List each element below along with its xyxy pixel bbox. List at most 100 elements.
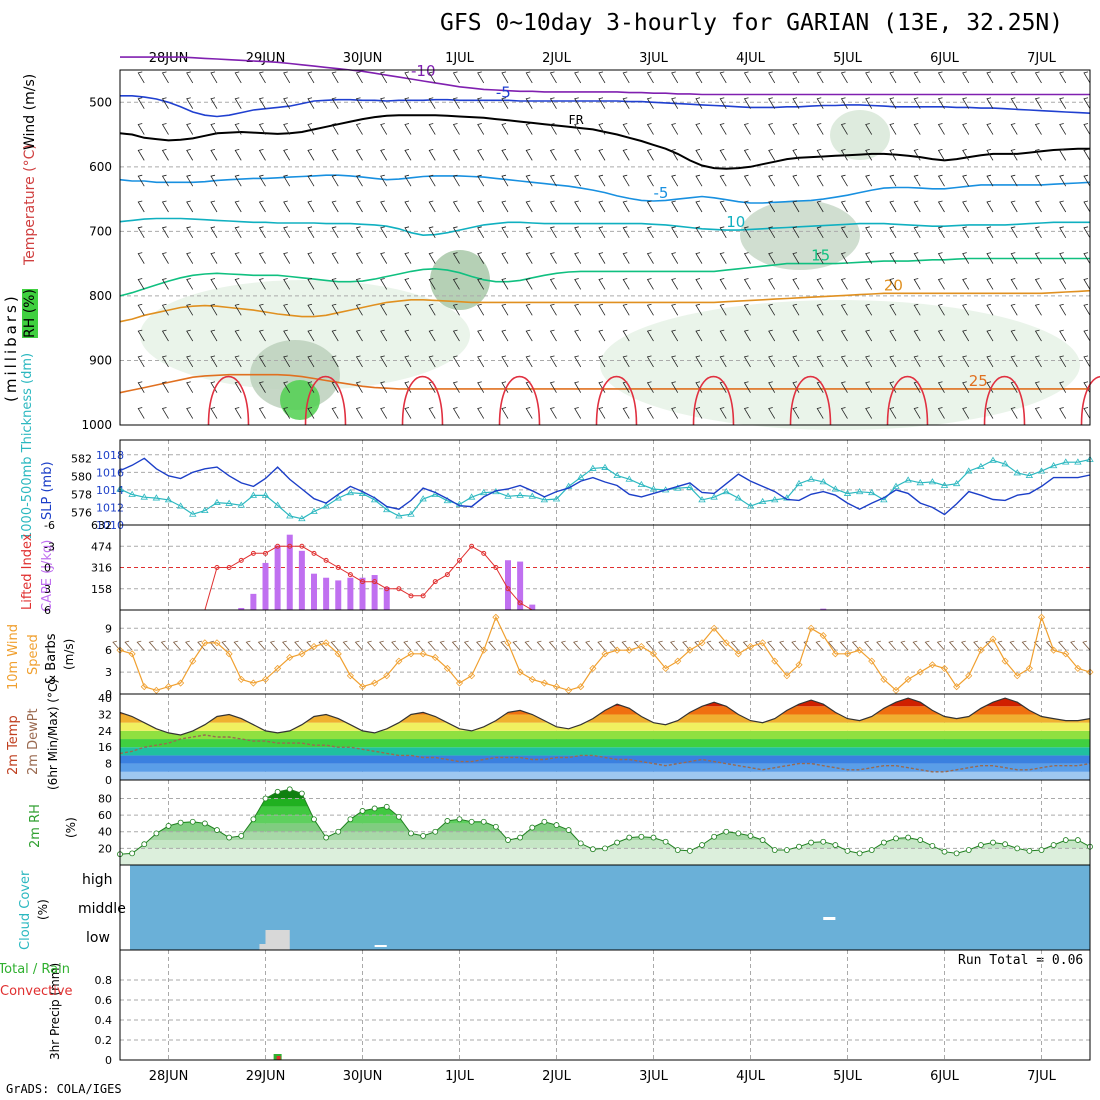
li-marker [481, 550, 487, 556]
upper-wind-barb [743, 278, 751, 290]
upper-wind-barb [792, 278, 800, 290]
upper-wind-barb [840, 278, 848, 290]
upper-wind-barb [646, 174, 654, 187]
li-tick-label: -6 [44, 519, 55, 532]
wind-speed-marker [856, 646, 864, 654]
temp-line [119, 697, 1091, 736]
li-marker [432, 579, 438, 585]
upper-wind-barb [695, 174, 703, 187]
wind-tick-label: 3 [105, 666, 112, 679]
upper-wind-barb [258, 200, 266, 213]
upper-wind-barb [525, 303, 533, 316]
thickness-marker [273, 501, 282, 508]
upper-wind-barb [355, 97, 363, 109]
upper-wind-barb [210, 226, 218, 239]
upper-wind-barb [137, 407, 145, 419]
upper-wind-barb [161, 200, 169, 213]
upper-wind-barb [768, 71, 776, 84]
upper-wind-barb [986, 252, 994, 264]
warm-contour [983, 375, 1026, 426]
thickness-marker [928, 478, 937, 485]
wind-speed-marker [237, 675, 245, 683]
upper-wind-barb [404, 278, 412, 290]
thickness-marker [201, 506, 209, 514]
li-marker [287, 543, 293, 549]
wind-barb [754, 640, 763, 651]
upper-wind-barb [428, 278, 436, 290]
wind-speed-marker [637, 642, 645, 651]
upper-wind-barb [1059, 303, 1067, 316]
upper-wind-barb [816, 407, 824, 419]
date-label-top: 28JUN [149, 51, 189, 66]
wind-barb [900, 640, 909, 651]
li-marker [299, 543, 305, 549]
upper-wind-barb [913, 148, 921, 161]
date-label-top: 4JUL [736, 51, 766, 66]
cape-bar [820, 608, 827, 610]
upper-wind-barb [1034, 148, 1042, 161]
wind-barb [112, 640, 121, 651]
upper-wind-barb [137, 97, 145, 109]
precip-tick-label: 0.2 [95, 1034, 113, 1047]
date-label-bottom: 7JUL [1027, 1069, 1057, 1084]
upper-wind-barb [865, 355, 873, 368]
upper-wind-barb [549, 123, 557, 135]
upper-wind-barb [719, 174, 727, 187]
upper-wind-barb [962, 174, 970, 187]
upper-wind-barb [865, 381, 873, 393]
wind-barb [536, 640, 545, 651]
upper-wind-barb [1034, 407, 1042, 419]
rh-marker [1014, 845, 1021, 852]
cape-bar [347, 577, 354, 610]
wind-speed-marker [807, 624, 815, 632]
wind-speed-marker [722, 639, 730, 647]
upper-wind-barb [404, 329, 412, 342]
upper-wind-barb [962, 97, 970, 109]
rh-marker [238, 832, 245, 839]
upper-wind-barb [161, 303, 169, 316]
upper-wind-barb [186, 381, 194, 393]
cloud-level-low: low [86, 930, 110, 946]
temp-tick-label: 16 [98, 741, 112, 754]
thickness-marker [1013, 469, 1021, 476]
upper-wind-barb [719, 226, 727, 239]
upper-wind-barb [161, 278, 169, 290]
upper-wind-barb [404, 123, 412, 135]
rh-marker [965, 847, 972, 853]
upper-wind-barb [671, 303, 679, 316]
wind-barb [136, 640, 145, 651]
upper-wind-barb [743, 97, 751, 109]
upper-tick-label: 900 [89, 353, 112, 367]
upper-wind-barb [477, 381, 485, 393]
wind-barb [403, 640, 412, 651]
upper-wind-barb [501, 278, 509, 290]
wind-barb [1082, 640, 1091, 651]
upper-wind-barb [137, 355, 145, 368]
wind-speed-marker [528, 675, 536, 683]
upper-wind-barb [355, 148, 363, 161]
thickness-marker [758, 497, 767, 505]
upper-wind-barb [671, 71, 679, 84]
upper-wind-barb [1010, 303, 1018, 316]
rh-marker [808, 839, 815, 846]
rh-marker [335, 828, 342, 835]
cape-bar [529, 604, 536, 610]
upper-wind-barb [816, 303, 824, 316]
wind-speed-marker [249, 679, 257, 687]
upper-wind-barb [501, 355, 509, 368]
upper-wind-barb [549, 303, 557, 316]
upper-wind-barb [646, 381, 654, 393]
upper-wind-barb [307, 226, 315, 239]
upper-wind-barb [234, 252, 242, 264]
rh-marker [735, 830, 742, 837]
wind-speed-marker [892, 686, 900, 694]
upper-wind-barb [792, 226, 800, 239]
upper-wind-barb [210, 174, 218, 187]
upper-wind-barb [913, 71, 921, 84]
date-label-bottom: 29JUN [246, 1069, 286, 1084]
thickness-marker [904, 476, 912, 483]
thickness-marker [540, 496, 549, 503]
upper-wind-barb [840, 355, 848, 368]
upper-wind-barb [210, 252, 218, 264]
rh-marker [395, 813, 402, 820]
